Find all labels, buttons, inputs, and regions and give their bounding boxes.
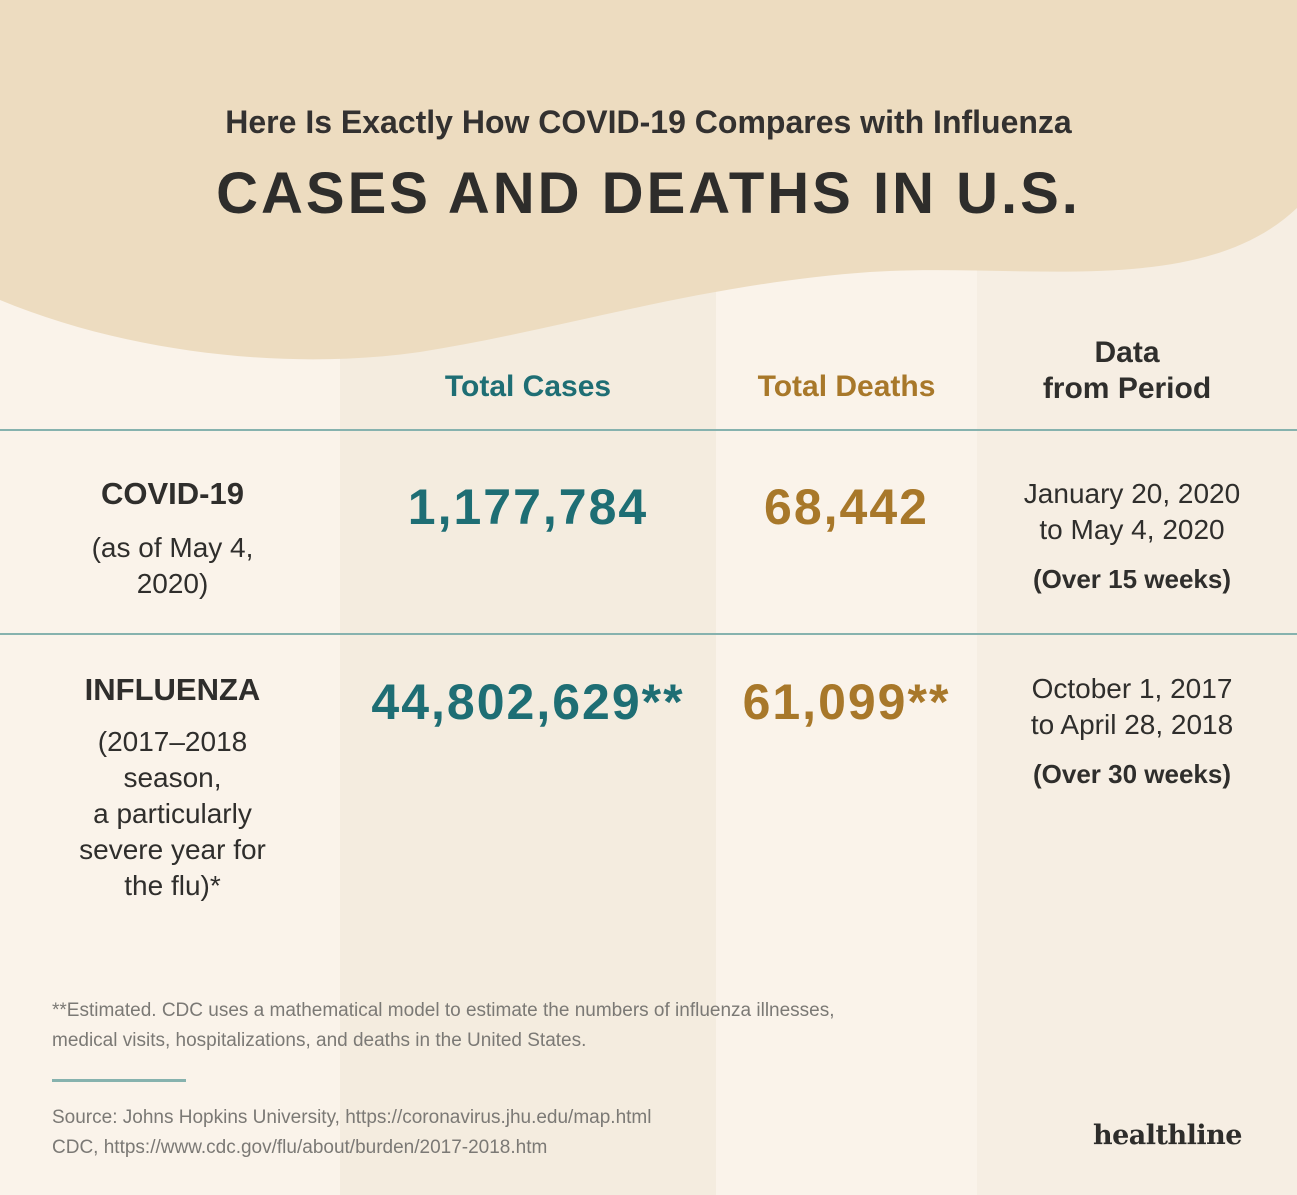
note-line: season, — [123, 762, 222, 793]
note-line: severe year for — [79, 834, 266, 865]
covid-total-cases: 1,177,784 — [407, 479, 649, 535]
footer-divider — [52, 1079, 186, 1082]
row-name-covid: COVID-19 — [101, 476, 244, 511]
period-line: to April 28, 2018 — [1030, 709, 1234, 740]
note-line: the flu)* — [124, 870, 221, 901]
period-line: to May 4, 2020 — [1039, 514, 1225, 545]
footnote-line: **Estimated. CDC uses a mathematical mod… — [52, 1000, 835, 1021]
header-period-line: from Period — [1042, 372, 1212, 405]
header-wave-shape — [0, 0, 1297, 360]
page-title: CASES AND DEATHS IN U.S. — [216, 161, 1081, 226]
source-line: CDC, https://www.cdc.gov/flu/about/burde… — [52, 1137, 548, 1158]
header-total-cases: Total Cases — [444, 370, 612, 403]
row-divider — [0, 633, 1297, 635]
footnote: **Estimated. CDC uses a mathematical mod… — [52, 996, 1002, 1056]
row-name-influenza: INFLUENZA — [84, 672, 261, 707]
row-divider — [0, 429, 1297, 431]
page-subtitle: Here Is Exactly How COVID-19 Compares wi… — [225, 104, 1072, 140]
covid-period: January 20, 2020 to May 4, 2020 — [977, 476, 1287, 548]
influenza-period: October 1, 2017 to April 28, 2018 — [977, 671, 1287, 743]
source-line: Source: Johns Hopkins University, https:… — [52, 1107, 652, 1128]
source-credits: Source: Johns Hopkins University, https:… — [52, 1103, 651, 1163]
row-note-influenza: (2017–2018 season, a particularly severe… — [0, 724, 345, 904]
header-total-deaths: Total Deaths — [757, 370, 936, 403]
row-note-covid: (as of May 4, 2020) — [0, 530, 345, 602]
influenza-total-cases: 44,802,629** — [371, 674, 685, 730]
covid-total-deaths: 68,442 — [764, 479, 929, 535]
note-line: a particularly — [93, 798, 252, 829]
note-line: (as of May 4, — [91, 532, 254, 563]
header-data-period: Data from Period — [977, 335, 1277, 407]
note-line: (2017–2018 — [97, 726, 248, 757]
healthline-logo: healthline — [1093, 1120, 1242, 1151]
period-line: January 20, 2020 — [1023, 478, 1241, 509]
influenza-weeks: (Over 30 weeks) — [1032, 759, 1231, 789]
covid-weeks: (Over 15 weeks) — [1032, 564, 1231, 594]
footnote-line: medical visits, hospitalizations, and de… — [52, 1030, 587, 1051]
period-line: October 1, 2017 — [1031, 673, 1233, 704]
header-period-line: Data — [1094, 336, 1160, 369]
note-line: 2020) — [136, 568, 209, 599]
influenza-total-deaths: 61,099** — [742, 674, 951, 730]
